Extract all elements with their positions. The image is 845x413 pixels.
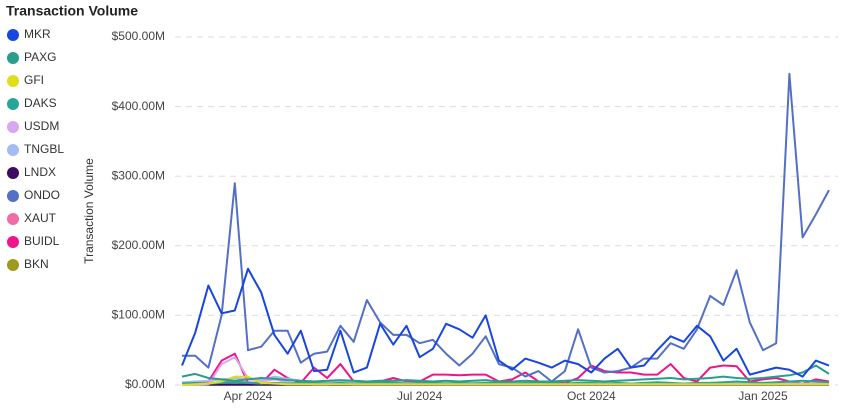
legend-label: USDM — [24, 119, 59, 133]
x-tick-label: Jan 2025 — [738, 389, 788, 403]
y-tick-label: $400.00M — [112, 99, 165, 113]
x-tick-label: Apr 2024 — [224, 389, 273, 403]
legend-marker — [7, 29, 19, 41]
x-tick-label: Oct 2024 — [567, 389, 616, 403]
legend-marker — [7, 52, 19, 64]
legend-marker — [7, 213, 19, 225]
legend-label: ONDO — [24, 188, 60, 202]
legend-marker — [7, 144, 19, 156]
legend-marker — [7, 167, 19, 179]
y-tick-label: $0.00M — [125, 377, 165, 391]
legend-marker — [7, 75, 19, 87]
legend-marker — [7, 98, 19, 110]
legend-label: PAXG — [24, 50, 56, 64]
legend-marker — [7, 121, 19, 133]
x-tick-label: Jul 2024 — [397, 389, 443, 403]
legend-label: GFI — [24, 73, 44, 87]
y-tick-label: $500.00M — [112, 29, 165, 43]
legend-marker — [7, 259, 19, 271]
y-axis-label: Transaction Volume — [82, 158, 96, 264]
legend-label: LNDX — [24, 165, 56, 179]
legend-label: XAUT — [24, 211, 57, 225]
series-line — [181, 267, 830, 378]
legend-label: MKR — [24, 27, 51, 41]
series-line — [181, 364, 830, 383]
series-line — [181, 375, 829, 386]
legend-label: BKN — [24, 257, 49, 271]
y-tick-label: $100.00M — [112, 308, 165, 322]
series-line — [182, 72, 830, 383]
legend-label: BUIDL — [24, 234, 60, 248]
legend-marker — [7, 190, 19, 202]
chart-title: Transaction Volume — [6, 3, 138, 19]
legend-label: DAKS — [24, 96, 57, 110]
legend-marker — [7, 236, 19, 248]
y-tick-label: $200.00M — [112, 238, 165, 252]
legend-label: TNGBL — [24, 142, 64, 156]
y-tick-label: $300.00M — [112, 168, 165, 182]
